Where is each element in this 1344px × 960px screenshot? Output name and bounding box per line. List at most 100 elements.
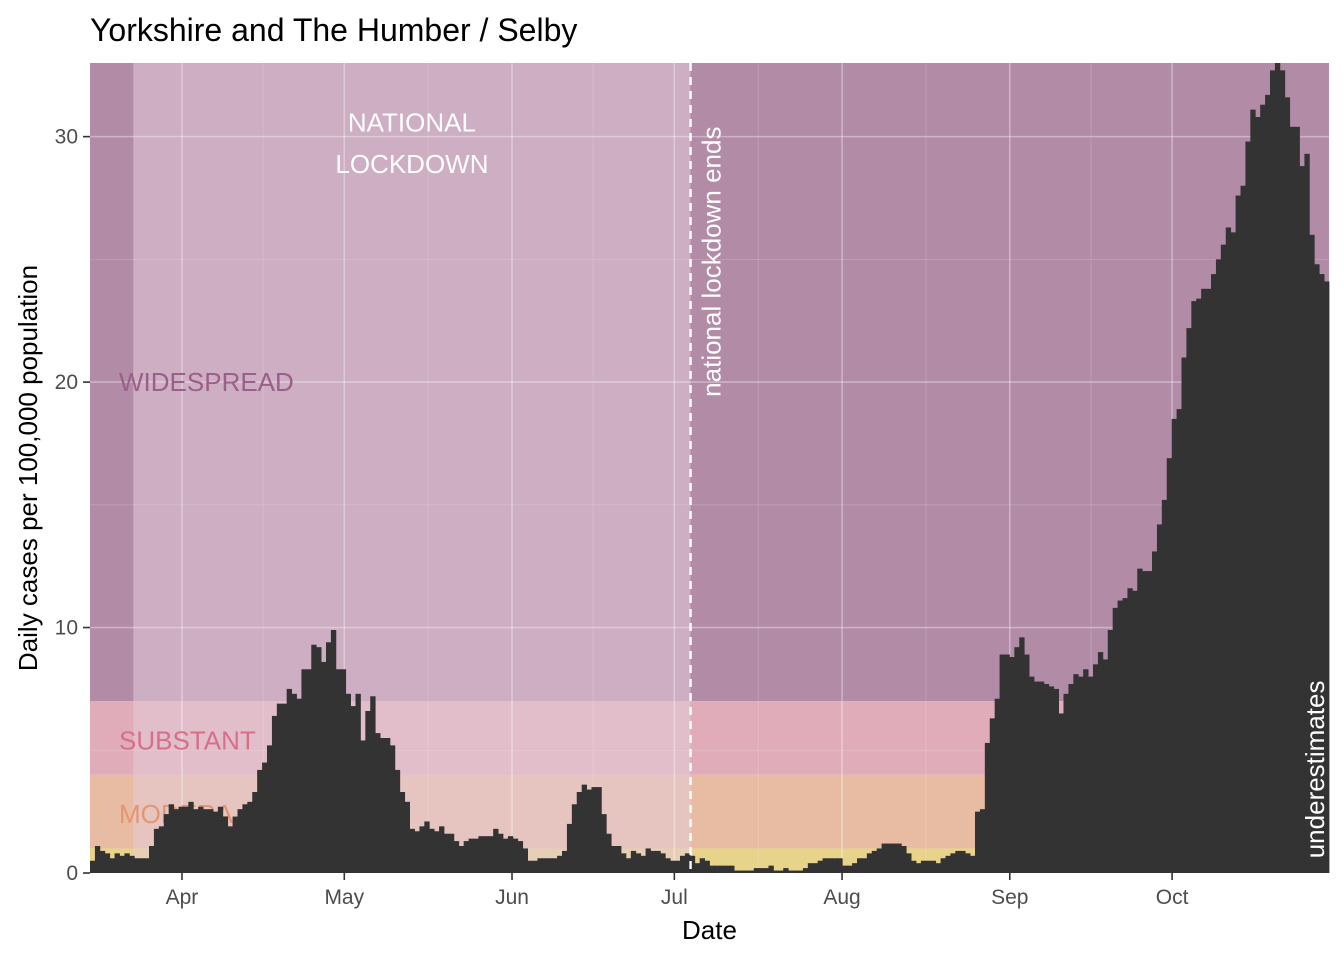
y-axis: 0 10 20 30	[55, 126, 90, 885]
bar	[1186, 328, 1192, 874]
bar	[984, 742, 991, 873]
bar	[1314, 264, 1320, 873]
bar	[448, 833, 455, 873]
chart-title: Yorkshire and The Humber / Selby	[90, 12, 577, 48]
bar	[316, 647, 322, 873]
bar	[267, 745, 273, 873]
bar	[748, 870, 755, 873]
bar	[399, 792, 406, 873]
bar	[1053, 688, 1059, 873]
bar	[999, 654, 1005, 873]
bar	[1127, 588, 1133, 873]
bar	[1024, 654, 1030, 873]
bar	[178, 806, 184, 873]
bar	[360, 740, 366, 873]
y-tick-label: 10	[55, 617, 78, 640]
bar	[503, 838, 509, 873]
bar	[326, 642, 332, 873]
bar	[434, 831, 440, 873]
bar	[1176, 409, 1182, 873]
bar	[1245, 141, 1251, 874]
bar	[1161, 499, 1168, 873]
underestimates-label: underestimates	[1300, 681, 1330, 859]
bar	[498, 833, 504, 873]
y-tick-label: 0	[66, 862, 78, 885]
bar	[724, 865, 730, 873]
bar	[1284, 97, 1291, 874]
y-tick-label: 30	[55, 126, 78, 149]
bar	[827, 858, 833, 873]
bar	[109, 858, 115, 873]
bar	[1058, 713, 1064, 873]
bar	[616, 846, 622, 873]
bar	[955, 850, 961, 873]
bar	[1137, 568, 1143, 873]
bar	[1289, 126, 1295, 873]
bar	[99, 850, 106, 873]
bar	[965, 853, 971, 873]
bar	[203, 809, 209, 873]
bar	[306, 669, 312, 873]
bar	[675, 860, 681, 873]
bar	[227, 826, 233, 873]
bar	[1196, 298, 1202, 873]
bar	[621, 853, 627, 873]
bar	[144, 858, 150, 873]
bar	[340, 669, 347, 873]
bar	[660, 853, 666, 873]
bar	[925, 860, 932, 873]
bar	[1171, 418, 1177, 873]
bar	[1142, 571, 1148, 873]
bar	[330, 630, 337, 873]
bar	[566, 823, 573, 873]
bar	[1206, 288, 1212, 873]
bar	[257, 769, 263, 873]
bar	[847, 865, 853, 873]
bar	[404, 801, 410, 873]
bar	[414, 831, 420, 873]
bar	[970, 855, 976, 873]
bar	[1309, 234, 1315, 873]
bar	[581, 784, 587, 873]
bar	[871, 850, 878, 873]
bar	[380, 738, 386, 873]
bar	[168, 804, 174, 873]
bar	[1088, 676, 1094, 873]
bar	[1270, 70, 1276, 874]
bar	[979, 809, 986, 873]
bar	[1102, 659, 1109, 873]
bar	[734, 870, 740, 873]
bar	[650, 850, 656, 873]
bar	[994, 698, 1000, 873]
bar	[630, 850, 637, 873]
bar	[212, 811, 219, 873]
bar	[753, 868, 760, 873]
bar	[640, 855, 646, 873]
bar	[1019, 637, 1025, 873]
bar	[1117, 600, 1123, 873]
bar	[798, 870, 804, 873]
bar	[183, 806, 189, 873]
bar	[557, 855, 563, 873]
bar	[1034, 681, 1040, 873]
bar	[311, 644, 317, 873]
bar	[837, 858, 843, 873]
bar	[547, 858, 553, 873]
bar	[571, 804, 578, 873]
bar	[439, 826, 445, 873]
bar	[527, 860, 533, 873]
bar	[842, 865, 848, 873]
bar	[1014, 647, 1020, 873]
band-labels: WIDESPREADSUBSTANTMODERA	[119, 367, 294, 829]
bar	[699, 858, 705, 873]
bar	[680, 855, 686, 873]
bar	[232, 816, 238, 873]
bar	[493, 828, 499, 873]
bar	[1260, 104, 1266, 874]
bar	[90, 860, 96, 873]
bar	[940, 858, 946, 873]
bar	[562, 850, 568, 873]
bar	[1225, 227, 1232, 873]
bar	[1250, 109, 1256, 873]
bar	[857, 858, 863, 873]
